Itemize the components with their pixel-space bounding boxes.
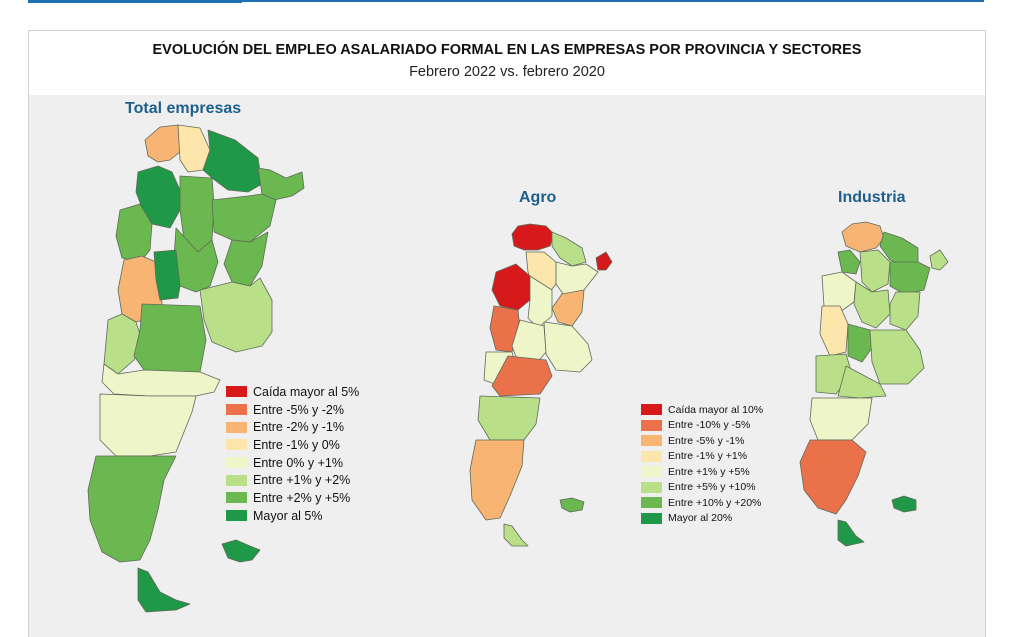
legend-label: Entre +5% y +10% (668, 481, 756, 494)
legend-label: Entre -5% y -2% (253, 402, 345, 417)
legend-swatch (641, 450, 662, 462)
legend-item: Entre 0% y +1% (226, 454, 359, 472)
legend-item: Entre +1% y +2% (226, 471, 359, 489)
legend-swatch (226, 492, 247, 504)
legend-total-empresas: Caída mayor al 5% Entre -5% y -2% Entre -2… (226, 383, 359, 525)
ind-region-jujuy-salta (841, 221, 885, 253)
legend-swatch (641, 419, 662, 431)
ind-region-lapampa (837, 365, 887, 399)
agro-region-buenosaires (543, 321, 593, 373)
region-formosa (202, 129, 263, 193)
ind-region-corrientes (889, 291, 921, 331)
region-tierradelfuego (137, 567, 191, 613)
ind-region-buenosaires (869, 329, 925, 385)
legend-item: Entre -1% y 0% (226, 436, 359, 454)
legend-swatch (226, 404, 247, 416)
agro-region-lapampa (491, 355, 553, 397)
legend-swatch (641, 512, 662, 524)
legend-label: Caída mayor al 5% (253, 384, 360, 399)
legend-swatch (641, 435, 662, 447)
legend-swatch (641, 466, 662, 478)
region-corrientes (211, 193, 277, 243)
top-tab-indicator (28, 0, 242, 3)
ind-region-malvinas (891, 495, 917, 513)
region-neuquen-rionegro (101, 363, 221, 397)
ind-region-chubut (809, 397, 873, 441)
region-buenosaires (199, 277, 273, 353)
legend-swatch (226, 421, 247, 433)
legend-label: Entre -10% y -5% (668, 419, 751, 432)
region-catamarca (135, 165, 181, 229)
map-title-agro: Agro (519, 189, 557, 206)
legend-item: Caída mayor al 5% (226, 383, 359, 401)
ind-region-cordoba (847, 323, 873, 363)
ind-region-santiago (853, 281, 891, 329)
legend-label: Entre -1% y 0% (253, 437, 340, 452)
ind-region-sanjuan (819, 305, 849, 357)
region-mendoza (103, 313, 143, 375)
legend-item: Entre -5% y -1% (641, 433, 763, 449)
legend-swatch (641, 481, 662, 493)
legend-label: Entre -2% y -1% (253, 420, 345, 435)
legend-label: Mayor al 5% (253, 508, 323, 523)
ind-region-tierradelfuego (837, 519, 865, 547)
legend-swatch (226, 474, 247, 486)
legend-item: Entre +5% y +10% (641, 480, 763, 496)
legend-label: Entre +1% y +2% (253, 473, 351, 488)
agro-region-malvinas (559, 497, 585, 513)
ind-region-tucuman (859, 249, 891, 293)
legend-label: Entre +10% y +20% (668, 496, 762, 509)
legend-label: Entre 0% y +1% (253, 455, 343, 470)
legend-label: Caída mayor al 10% (668, 403, 764, 416)
region-larioja (115, 203, 153, 263)
legend-label: Entre -1% y +1% (668, 450, 748, 463)
page-subtitle: Febrero 2022 vs. febrero 2020 (409, 64, 605, 80)
legend-label: Entre +2% y +5% (253, 490, 351, 505)
region-santacruz (87, 455, 177, 563)
region-cordoba (153, 249, 181, 301)
legend-swatch (226, 457, 247, 469)
legend-swatch (641, 404, 662, 416)
legend-swatch (226, 386, 247, 398)
map-title-total: Total empresas (125, 100, 242, 117)
region-malvinas (221, 539, 261, 563)
legend-item: Entre +10% y +20% (641, 495, 763, 511)
legend-label: Mayor al 20% (668, 512, 733, 525)
ind-region-chaco (889, 261, 931, 295)
legend-swatch (226, 439, 247, 451)
region-chubut (99, 393, 197, 457)
legend-item: Mayor al 5% (226, 507, 359, 525)
legend-item: Entre -1% y +1% (641, 449, 763, 465)
ind-region-santacruz (799, 439, 867, 515)
legend-item: Entre -10% y -5% (641, 418, 763, 434)
legend-item: Entre -2% y -1% (226, 418, 359, 436)
legend-swatch (641, 497, 662, 509)
legend-swatch (226, 510, 247, 522)
legend-item: Entre +2% y +5% (226, 489, 359, 507)
ind-region-catamarca (837, 249, 861, 275)
agro-region-catamarca (491, 263, 531, 311)
legend-label: Entre -5% y -1% (668, 434, 745, 447)
legend-item: Caída mayor al 10% (641, 402, 763, 418)
page-title: EVOLUCIÓN DEL EMPLEO ASALARIADO FORMAL E… (152, 42, 862, 58)
legend-item: Entre +1% y +5% (641, 464, 763, 480)
map-title-industria: Industria (838, 189, 906, 206)
agro-region-misiones (595, 251, 613, 271)
agro-region-tierradelfuego (503, 523, 529, 547)
agro-region-formosa (551, 231, 587, 267)
region-entrerios (223, 231, 269, 287)
legend-sectores: Caída mayor al 10% Entre -10% y -5% Entre … (641, 402, 763, 526)
legend-label: Entre +1% y +5% (668, 465, 750, 478)
agro-region-chaco (555, 261, 599, 299)
header: EVOLUCIÓN DEL EMPLEO ASALARIADO FORMAL E… (29, 31, 985, 95)
legend-item: Mayor al 20% (641, 511, 763, 527)
top-rule (28, 0, 984, 2)
ind-region-misiones (929, 249, 949, 271)
agro-region-santacruz (469, 439, 525, 521)
legend-item: Entre -5% y -2% (226, 401, 359, 419)
